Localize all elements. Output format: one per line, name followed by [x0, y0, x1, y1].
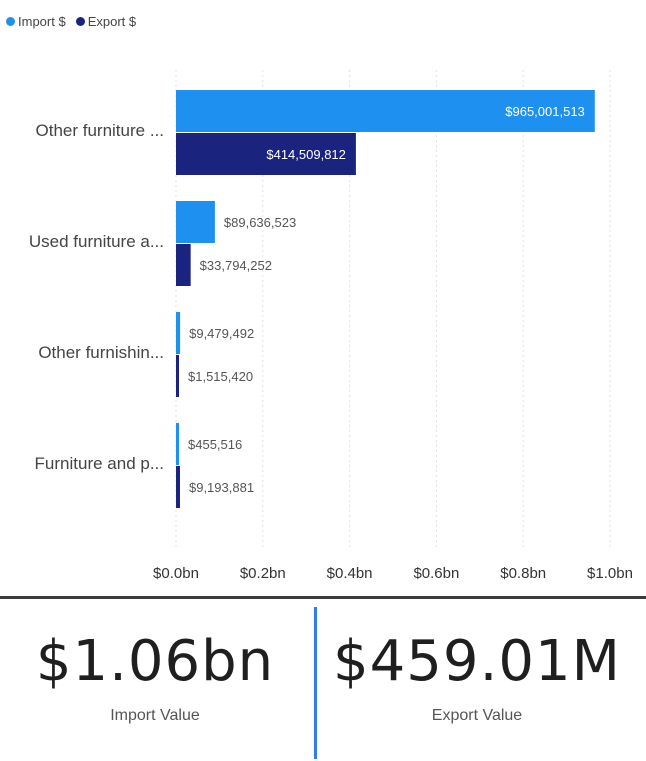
export-kpi-card: $459.01M Export Value	[322, 599, 632, 761]
legend-label-import: Import $	[18, 13, 66, 29]
kpi-panel: $1.06bn Import Value $459.01M Export Val…	[0, 599, 646, 761]
bar-import-1	[176, 201, 215, 243]
import-kpi-card: $1.06bn Import Value	[0, 599, 310, 761]
category-label-0: Other furniture ...	[36, 121, 165, 140]
data-label-import-1: $89,636,523	[224, 215, 296, 230]
bar-export-2	[176, 355, 179, 397]
bar-import-2	[176, 312, 181, 354]
bar-import-3	[176, 423, 179, 465]
kpi-divider	[314, 607, 317, 759]
x-tick-label-2: $0.4bn	[327, 565, 373, 582]
bar-export-0	[176, 133, 356, 175]
legend-dot-import	[6, 16, 15, 26]
data-label-export-2: $1,515,420	[188, 369, 253, 384]
category-label-2: Other furnishin...	[38, 343, 164, 362]
export-label: Export Value	[431, 707, 523, 724]
legend-item-export[interactable]: Export $	[75, 13, 137, 29]
legend-item-import[interactable]: Import $	[6, 14, 66, 29]
category-label-3: Furniture and p...	[35, 454, 164, 473]
data-label-import-0: $965,001,513	[505, 104, 585, 119]
chart-plot: $0.0bn $0.2bn $0.4bn $0.6bn $0.8bn $1.0bn Othe…	[29, 70, 633, 582]
x-tick-label-3: $0.6bn	[413, 565, 459, 582]
x-tick-label-5: $1.0bn	[587, 565, 633, 582]
x-tick-label-4: $0.8bn	[500, 565, 546, 582]
data-label-import-3: $455,516	[188, 437, 242, 452]
legend-dot-export	[75, 16, 85, 26]
data-label-export-0: $414,509,812	[266, 147, 346, 162]
bar-export-3	[176, 466, 180, 508]
x-tick-label-0: $0.0bn	[153, 565, 199, 582]
import-value: $1.06bn	[35, 629, 275, 694]
data-label-export-1: $33,794,252	[200, 258, 272, 273]
data-label-import-2: $9,479,492	[189, 326, 254, 341]
import-label: Import Value	[110, 707, 200, 724]
x-tick-label-1: $0.2bn	[240, 565, 286, 582]
legend-label-export: Export $	[87, 13, 137, 29]
bar-export-1	[176, 244, 191, 286]
chart-legend: Import $ Export $	[6, 11, 136, 31]
export-value: $459.01M	[333, 629, 621, 694]
bar-import-0	[176, 90, 595, 132]
category-label-1: Used furniture a...	[29, 232, 164, 251]
bar-chart-panel: Import $ Export $ $0.0bn $0.2bn $0.4bn $0.6…	[6, 11, 633, 582]
section-divider	[0, 596, 646, 599]
data-label-export-3: $9,193,881	[189, 480, 254, 495]
